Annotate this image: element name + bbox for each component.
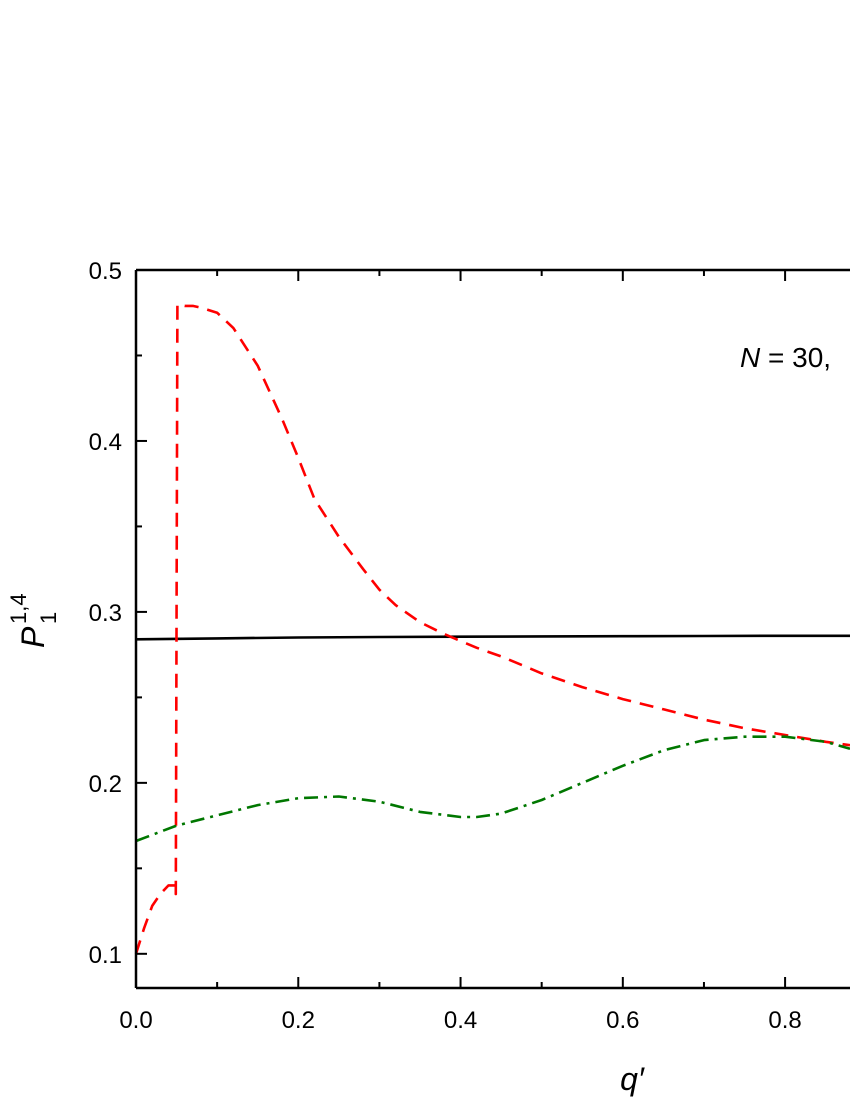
- y-tick-label: 0.2: [89, 771, 122, 798]
- y-axis-title-base: P: [15, 626, 51, 648]
- x-tick-label: 0.6: [606, 1007, 639, 1034]
- y-tick-label: 0.5: [89, 258, 122, 285]
- y-axis-title-superscript: 1,4: [6, 593, 31, 624]
- series-line-1-solid: [135, 634, 850, 641]
- y-tick-label: 0.1: [89, 942, 122, 969]
- y-axis-title-subscript: 1: [36, 612, 61, 624]
- x-axis-title: q′: [620, 1061, 645, 1097]
- y-tick-label: 0.4: [89, 429, 122, 456]
- x-tick-label: 0.2: [282, 1007, 315, 1034]
- series-line-3-dashdot: [135, 735, 850, 843]
- annotation-text: = 30,: [760, 342, 831, 373]
- axis-ticks: 0.0 0.2 0.4 0.6 0.8 0.1 0.2 0.3 0.4 0.5: [89, 258, 802, 1034]
- plot-area: [134, 302, 850, 955]
- annotation-var: N: [740, 342, 761, 373]
- y-tick-label: 0.3: [89, 600, 122, 627]
- series-line-2-dashed: [134, 302, 850, 955]
- axes-frame: [134, 268, 850, 990]
- x-tick-label: 0.4: [444, 1007, 477, 1034]
- x-tick-label: 0.0: [119, 1007, 152, 1034]
- x-tick-label: 0.8: [768, 1007, 801, 1034]
- y-axis-title: P 1,4 1: [6, 593, 61, 648]
- annotation: N = 30,: [740, 342, 831, 373]
